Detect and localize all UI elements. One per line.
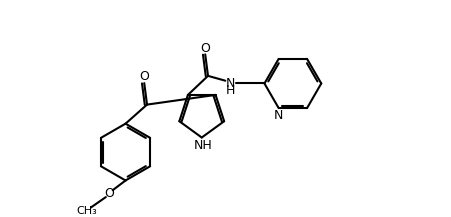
Text: H: H [226,84,235,97]
Text: O: O [200,42,210,55]
Text: O: O [139,70,149,83]
Text: N: N [226,77,235,90]
Text: NH: NH [193,139,212,152]
Text: N: N [273,108,282,122]
Text: CH₃: CH₃ [76,206,97,216]
Text: O: O [104,187,114,200]
